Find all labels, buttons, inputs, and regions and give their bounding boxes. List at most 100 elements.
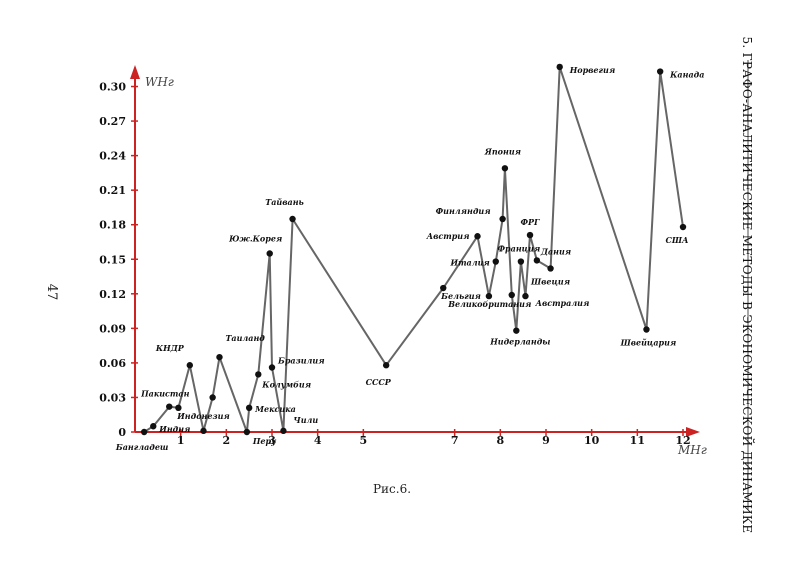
x-tick-label: 4 bbox=[314, 434, 322, 447]
series-line bbox=[143, 65, 684, 433]
data-point bbox=[200, 427, 207, 435]
data-points bbox=[140, 63, 687, 436]
point-label: Нидерланды bbox=[489, 337, 550, 347]
point-label: Италия bbox=[450, 258, 490, 268]
data-point bbox=[513, 327, 520, 334]
point-label: Колумбия bbox=[261, 379, 311, 389]
x-tick-label: 8 bbox=[497, 434, 505, 447]
point-label: Индонезия bbox=[176, 411, 230, 421]
point-label: Тайвань bbox=[265, 197, 304, 207]
point-labels: Бангладеш Индия Пакистан КНДР Индонезия Таила… bbox=[115, 65, 705, 452]
data-point bbox=[175, 404, 182, 412]
data-point bbox=[289, 215, 296, 223]
y-tick-label: 0.21 bbox=[99, 184, 126, 197]
data-point bbox=[517, 258, 525, 265]
data-point bbox=[268, 364, 276, 371]
data-point bbox=[140, 428, 148, 436]
x-axis-title: MHг bbox=[677, 443, 707, 457]
data-point bbox=[499, 215, 506, 223]
point-label: Австралия bbox=[534, 298, 589, 308]
y-tick-label: 0.18 bbox=[99, 219, 126, 232]
point-label: Франция bbox=[497, 244, 540, 254]
point-label: ФРГ bbox=[520, 217, 540, 227]
data-point bbox=[166, 403, 173, 410]
point-label: Дания bbox=[540, 246, 571, 256]
data-point bbox=[679, 223, 687, 231]
data-point bbox=[209, 394, 216, 401]
point-label: Канада bbox=[669, 70, 704, 80]
point-label: Перу bbox=[252, 436, 277, 446]
data-point bbox=[266, 250, 273, 257]
point-label: Чили bbox=[293, 415, 318, 425]
data-point bbox=[243, 428, 251, 436]
point-label: Австрия bbox=[426, 231, 470, 241]
point-label: Пакистан bbox=[140, 389, 189, 399]
point-label: Финляндия bbox=[436, 206, 491, 216]
y-tick-label: 0.03 bbox=[99, 391, 126, 404]
data-point bbox=[643, 326, 650, 333]
point-label: Мексика bbox=[254, 404, 296, 414]
point-label: Бразилия bbox=[277, 356, 325, 366]
data-point bbox=[526, 231, 534, 239]
point-label: Великобритания bbox=[447, 299, 531, 309]
x-tick-label: 9 bbox=[542, 434, 550, 447]
data-point bbox=[508, 291, 515, 299]
data-point bbox=[474, 233, 481, 240]
data-point bbox=[547, 265, 554, 272]
y-tick-label: 0.15 bbox=[99, 253, 126, 266]
data-point bbox=[186, 362, 193, 369]
point-label: КНДР bbox=[155, 343, 185, 353]
data-point bbox=[492, 258, 499, 265]
x-tick-label: 2 bbox=[223, 434, 231, 447]
data-point bbox=[522, 292, 529, 300]
data-point bbox=[245, 404, 253, 412]
axes: WHг MHг bbox=[130, 65, 707, 457]
x-tick-label: 1 bbox=[177, 434, 185, 447]
data-point bbox=[382, 362, 390, 369]
data-point bbox=[556, 63, 563, 71]
y-tick-label: 0.27 bbox=[99, 115, 126, 128]
data-point bbox=[485, 292, 493, 300]
data-point bbox=[216, 353, 223, 361]
y-tick-label: 0.09 bbox=[99, 322, 126, 335]
data-point bbox=[533, 257, 541, 264]
y-tick-label: 0.06 bbox=[99, 357, 126, 370]
data-point bbox=[255, 371, 262, 378]
figure-caption: Рис.6. bbox=[373, 482, 411, 496]
point-label: Швеция bbox=[530, 276, 570, 286]
data-point bbox=[280, 427, 287, 435]
x-tick-label: 10 bbox=[584, 434, 600, 447]
point-label: Швейцария bbox=[620, 338, 677, 348]
side-title: 5. ГРАФО-АНАЛИТИЧЕСКИЕ МЕТОДЫ В ЭКОНОМИЧ… bbox=[740, 36, 756, 533]
data-point bbox=[150, 423, 157, 430]
page-number: 47 bbox=[44, 284, 59, 301]
data-point bbox=[656, 68, 664, 75]
point-label: Юж.Корея bbox=[228, 234, 282, 244]
series-polyline bbox=[143, 65, 684, 433]
ticks: 1 2 3 4 5 7 8 9 10 11 1200.030.060.090.120.150.180… bbox=[99, 81, 690, 447]
point-label: Бангладеш bbox=[115, 442, 169, 452]
x-tick-label: 11 bbox=[630, 434, 645, 447]
point-label: СССР bbox=[366, 377, 392, 387]
point-label: Бельгия bbox=[440, 291, 481, 301]
point-label: Япония bbox=[484, 146, 521, 156]
point-label: Норвегия bbox=[569, 65, 616, 75]
x-axis-arrow bbox=[686, 427, 700, 437]
point-label: Таиланд bbox=[225, 333, 265, 343]
x-tick-label: 5 bbox=[360, 434, 368, 447]
y-axis-arrow bbox=[130, 65, 140, 79]
y-tick-label: 0 bbox=[118, 426, 126, 439]
x-tick-label: 7 bbox=[451, 434, 459, 447]
point-label: США bbox=[665, 235, 688, 245]
y-tick-label: 0.12 bbox=[99, 288, 126, 301]
y-axis-title: WHг bbox=[145, 75, 174, 89]
x-tick-label: 3 bbox=[268, 434, 276, 447]
data-point bbox=[440, 284, 447, 292]
point-label: Индия bbox=[158, 424, 190, 434]
y-tick-label: 0.24 bbox=[99, 150, 126, 163]
x-tick-label: 12 bbox=[675, 434, 690, 447]
y-tick-label: 0.30 bbox=[99, 81, 126, 94]
data-point bbox=[501, 165, 509, 172]
